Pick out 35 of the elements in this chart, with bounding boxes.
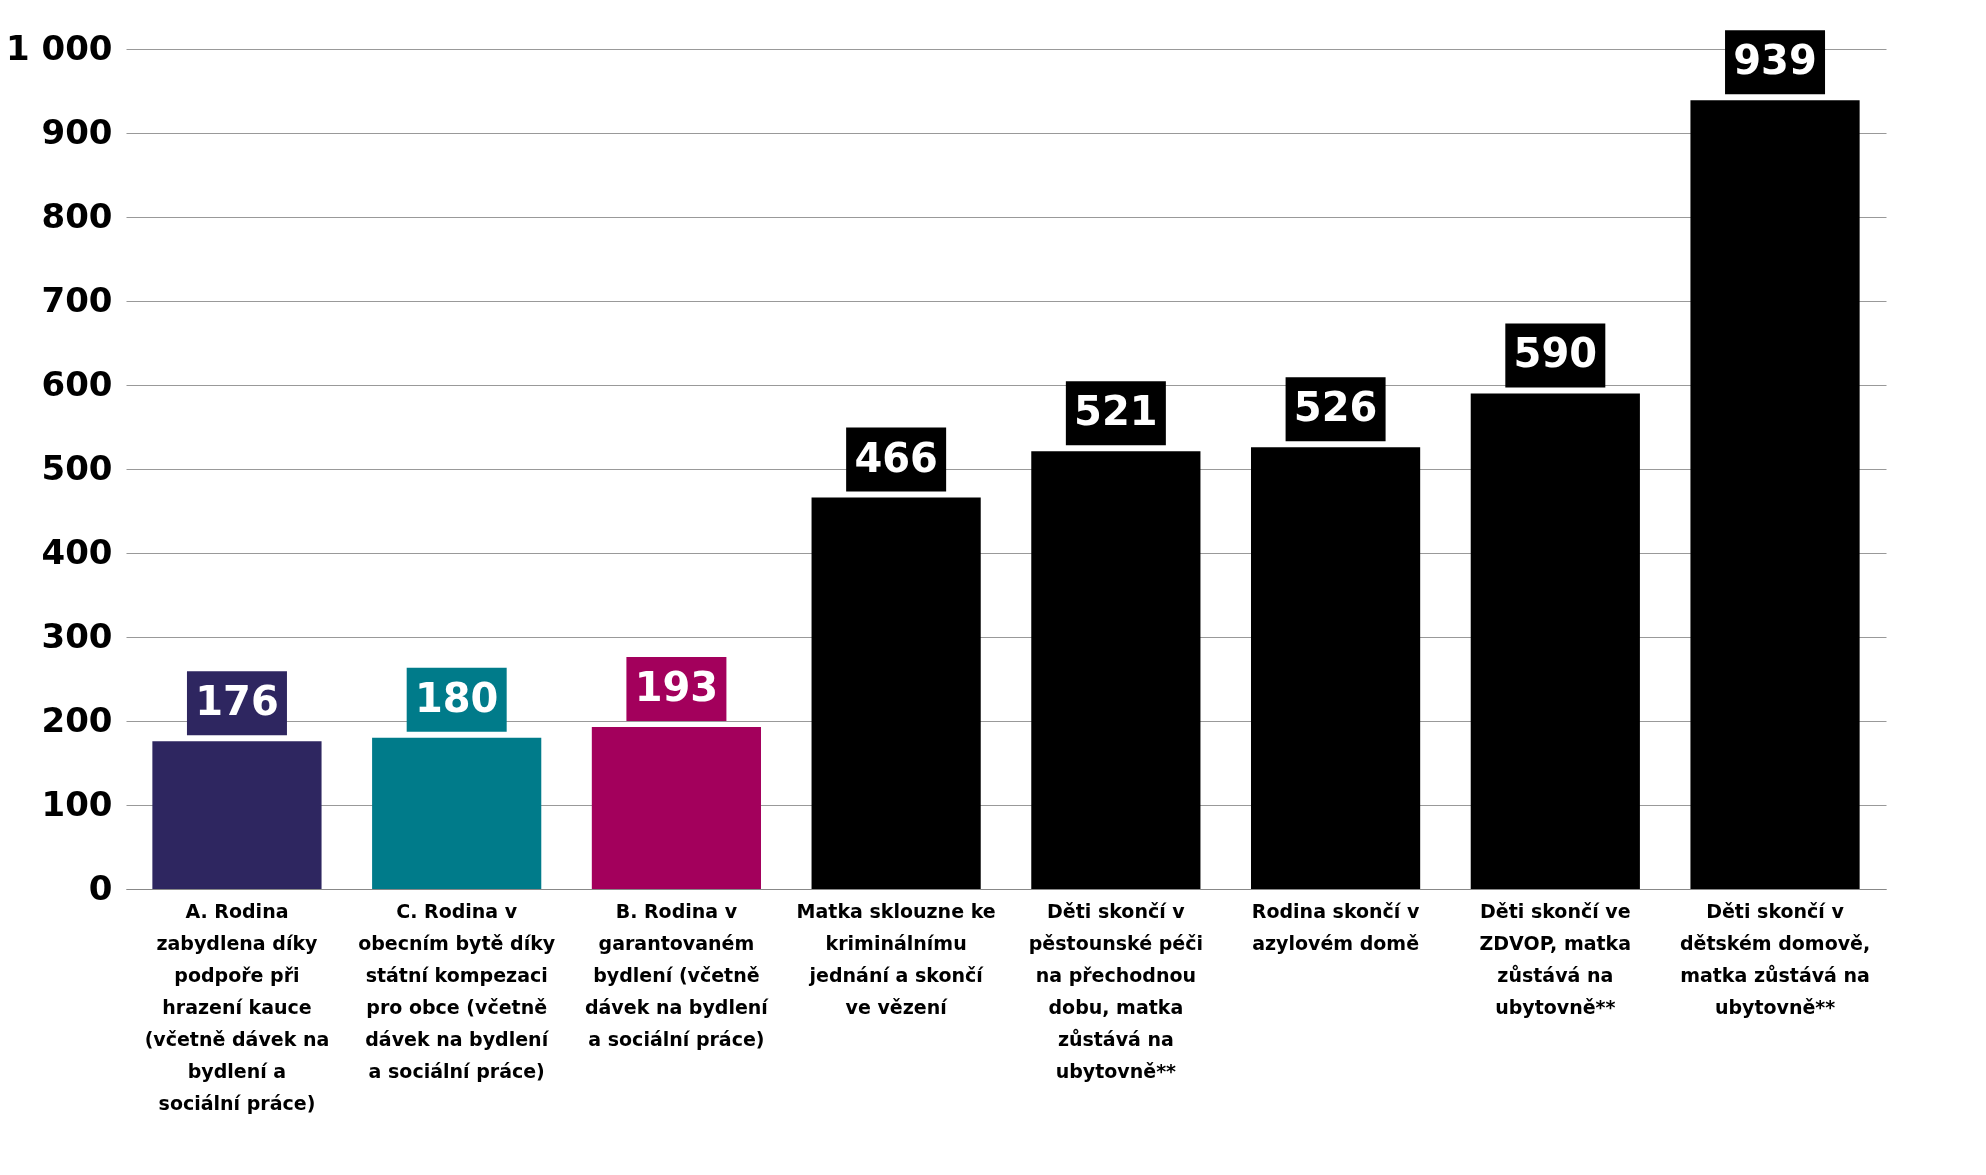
bar [1690, 100, 1860, 889]
data-label: 180 [414, 674, 499, 721]
data-label: 176 [195, 678, 279, 725]
y-tick-label: 100 [41, 783, 113, 824]
data-label: 526 [1293, 384, 1378, 431]
x-tick-label: Matka sklouzne ke kriminálnímu jednání a skončí ve vězení [796, 900, 996, 1018]
x-tick-label: Rodina skončí v azylovém domě [1251, 900, 1420, 954]
y-tick-label: 800 [41, 195, 113, 236]
bar [1250, 447, 1421, 889]
data-label: 466 [854, 434, 938, 481]
data-label: 939 [1733, 37, 1817, 84]
x-tick-label: B. Rodina v garantovaném bydlení (včetně dávek na bydlení a sociální práce) [584, 900, 770, 1050]
bar [372, 737, 542, 889]
data-label: 521 [1074, 388, 1158, 435]
x-tick-label: C. Rodina v obecním bytě díky státní kompezaci pro obce (včetně dávek na bydlení a sociální práce) [358, 900, 556, 1082]
data-label: 590 [1513, 330, 1598, 377]
bar [811, 497, 981, 889]
bar [1031, 451, 1201, 889]
y-tick-label: 300 [41, 615, 113, 656]
bar [152, 741, 322, 889]
y-tick-label: 400 [41, 531, 113, 572]
y-tick-label: 0 [88, 867, 113, 908]
y-tick-label: 600 [41, 363, 113, 404]
bar [591, 726, 762, 889]
y-tick-label: 500 [41, 447, 113, 488]
x-tick-label: Děti skončí ve ZDVOP, matka zůstává na ubytovně** [1479, 900, 1632, 1018]
y-tick-label: 900 [41, 111, 113, 152]
data-label: 193 [634, 663, 719, 710]
y-tick-label: 700 [41, 279, 113, 320]
x-tick-label: Děti skončí v pěstounské péči na přechodnou dobu, matka zůstává na ubytovně** [1028, 900, 1203, 1082]
x-tick-label: Děti skončí v dětském domově, matka zůstává na ubytovně** [1679, 900, 1871, 1018]
x-tick-label: A. Rodina zabydlena díky podpoře při hrazení kauce (včetně dávek na bydlení a sociální práce) [144, 900, 330, 1114]
bar [1470, 393, 1640, 889]
y-tick-label: 1 000 [6, 27, 113, 68]
y-tick-label: 200 [41, 699, 113, 740]
